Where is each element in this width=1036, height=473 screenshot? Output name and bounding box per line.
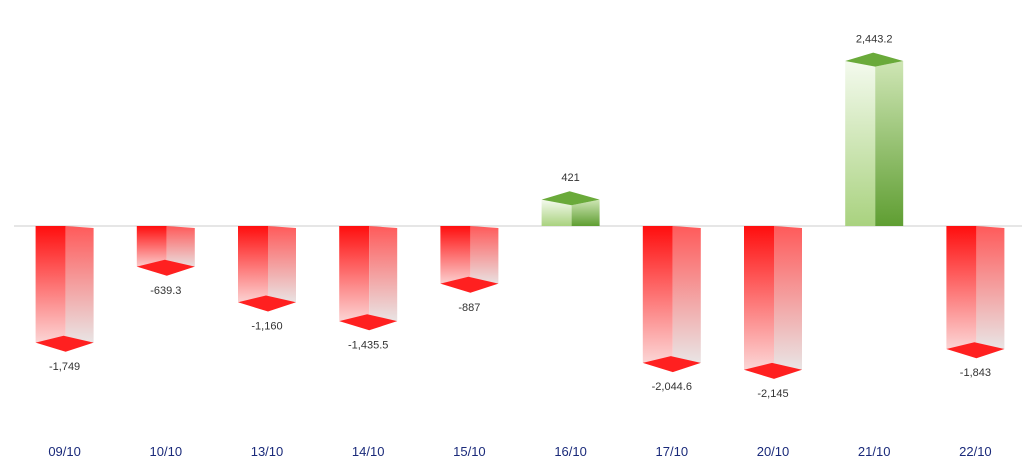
bar-top-cap — [541, 191, 600, 206]
bar-3 — [339, 226, 398, 331]
bar-bottom-cap — [136, 259, 195, 276]
x-tick-label: 13/10 — [251, 444, 284, 459]
bar-5 — [541, 191, 600, 226]
bar-front-face — [845, 61, 876, 226]
bar-bottom-cap — [946, 342, 1005, 359]
bar-front-face — [440, 226, 471, 287]
x-tick-label: 10/10 — [150, 444, 183, 459]
data-label: -1,435.5 — [348, 339, 388, 351]
bar-front-face — [35, 226, 66, 346]
bar-side-face — [774, 226, 802, 373]
bar-2 — [238, 226, 296, 312]
bars-group — [35, 52, 1005, 379]
bar-0 — [35, 226, 94, 352]
bar-side-face — [65, 226, 94, 346]
bar-bottom-cap — [642, 356, 701, 373]
bar-front-face — [238, 226, 268, 306]
bar-bottom-cap — [744, 362, 802, 379]
bar-4 — [440, 226, 499, 293]
bar-top-cap — [845, 52, 904, 67]
x-tick-label: 17/10 — [656, 444, 689, 459]
data-label: -2,044.6 — [652, 381, 692, 393]
data-label: -639.3 — [150, 285, 181, 297]
bar-side-face — [976, 226, 1005, 353]
x-tick-label: 16/10 — [554, 444, 587, 459]
bar-side-face — [369, 226, 398, 325]
bar-7 — [744, 226, 802, 379]
bar-9 — [946, 226, 1005, 359]
category-labels-group: 09/10 10/10 13/10 14/10 15/10 16/10 17/10 20/10… — [48, 444, 991, 459]
bar-side-face — [875, 61, 904, 226]
x-tick-label: 20/10 — [757, 444, 790, 459]
data-label: -1,749 — [49, 361, 80, 373]
x-tick-label: 21/10 — [858, 444, 891, 459]
bar-front-face — [136, 226, 167, 270]
bar-side-face — [166, 226, 195, 270]
data-label: -1,843 — [960, 367, 991, 379]
bar-bottom-cap — [238, 295, 296, 312]
x-tick-label: 22/10 — [959, 444, 992, 459]
bar-side-face — [470, 226, 499, 287]
data-label: 2,443.2 — [856, 34, 893, 46]
data-label: -887 — [458, 302, 480, 314]
data-label: 421 — [561, 172, 579, 184]
x-tick-label: 09/10 — [48, 444, 81, 459]
bar-front-face — [946, 226, 977, 353]
bar-bottom-cap — [35, 335, 94, 352]
data-labels-group: -1,749 -639.3 -1,160 -1,435.5 -887 421 -2,044.… — [49, 34, 991, 400]
x-tick-label: 14/10 — [352, 444, 385, 459]
data-label: -1,160 — [251, 321, 282, 333]
bar-bottom-cap — [339, 314, 398, 331]
bar-front-face — [339, 226, 370, 325]
bar-side-face — [268, 226, 296, 306]
bar-1 — [136, 226, 195, 276]
bar-8 — [845, 52, 904, 226]
bar-front-face — [744, 226, 774, 373]
bar-side-face — [571, 199, 600, 226]
bar-front-face — [642, 226, 673, 367]
bar-side-face — [672, 226, 701, 367]
bar-6 — [642, 226, 701, 373]
x-tick-label: 15/10 — [453, 444, 486, 459]
bar-front-face — [541, 199, 572, 226]
bar-bottom-cap — [440, 276, 499, 293]
data-label: -2,145 — [757, 388, 788, 400]
